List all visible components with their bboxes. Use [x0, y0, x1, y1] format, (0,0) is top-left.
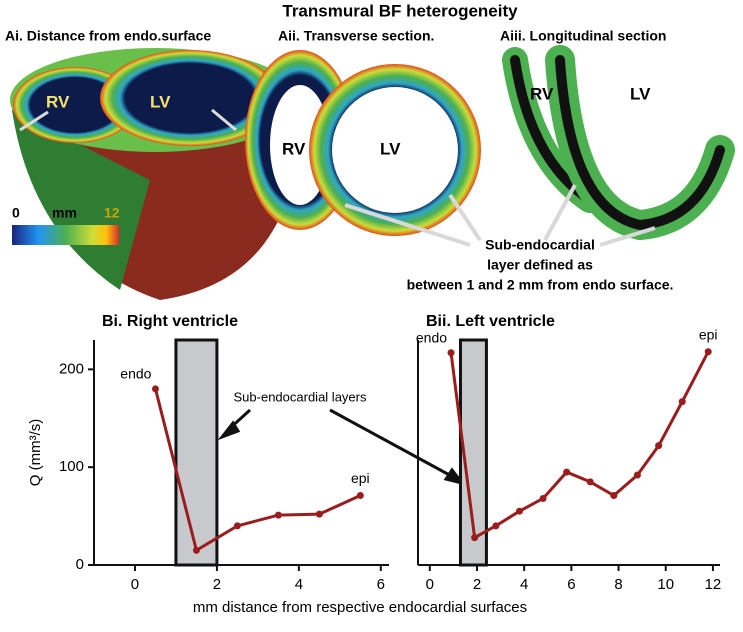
chart-title: Bi. Right ventricle [102, 313, 238, 330]
point [471, 534, 479, 542]
y-tick-label: 0 [76, 556, 84, 573]
shaded-region [174, 338, 219, 567]
point [563, 468, 571, 476]
x-tick-label: 4 [295, 576, 303, 593]
x-tick-label: 6 [567, 576, 575, 593]
panel-title: Aiii. Longitudinal section [500, 28, 666, 44]
heart-3d [10, 48, 300, 300]
point [633, 471, 641, 479]
callout: layer defined as [487, 257, 593, 273]
point [492, 522, 500, 530]
x-tick-label: 4 [520, 576, 528, 593]
figure-title: Transmural BF heterogeneity [282, 1, 518, 20]
point [655, 442, 663, 450]
y-axis-label: Q (mm³/s) [27, 419, 44, 486]
point [151, 385, 159, 393]
x-tick-label: 2 [473, 576, 481, 593]
panel-title: Ai. Distance from endo.surface [5, 28, 211, 44]
x-tick-label: 0 [131, 576, 139, 593]
point [515, 507, 523, 515]
point [447, 349, 455, 357]
region-label: RV [46, 92, 70, 111]
region-label: LV [150, 92, 171, 111]
point [356, 492, 364, 500]
callout: Sub-endocardial [485, 237, 595, 253]
point [192, 546, 200, 554]
colorbar-label: 0 [12, 205, 20, 221]
colorbar-label: mm [52, 205, 77, 221]
line [154, 388, 361, 553]
x-tick-label: 8 [614, 576, 622, 593]
point [539, 494, 547, 502]
point [315, 510, 323, 518]
callout-arrows [344, 184, 656, 247]
point-label: epi [351, 470, 370, 486]
x-tick-label: 6 [377, 576, 385, 593]
annotation-arrows [217, 408, 466, 486]
point [274, 511, 282, 519]
x-tick-label: 10 [657, 576, 674, 593]
y-tick-label: 200 [59, 360, 84, 377]
callout: between 1 and 2 mm from endo surface. [407, 277, 674, 293]
panel-title: Aii. Transverse section. [278, 28, 434, 44]
chart-title: Bii. Left ventricle [426, 313, 555, 330]
point [586, 478, 594, 486]
point-label: endo [416, 329, 447, 345]
line [449, 351, 710, 540]
transverse-section [245, 50, 481, 236]
x-tick-label: 12 [705, 576, 722, 593]
region-label: LV [380, 139, 401, 158]
point [233, 522, 241, 530]
colorbar-label: 12 [104, 205, 120, 221]
point [610, 492, 618, 500]
x-tick-label: 2 [213, 576, 221, 593]
y-tick-label: 100 [59, 458, 84, 475]
annotation: Sub-endocardial layers [234, 389, 367, 404]
point-label: epi [699, 326, 718, 342]
region-label: RV [530, 84, 554, 103]
region-label: RV [282, 139, 306, 158]
x-axis-label: mm distance from respective endocardial … [193, 599, 527, 616]
longitudinal-section [502, 45, 735, 241]
point [678, 398, 686, 406]
region-label: LV [630, 84, 651, 103]
colorbar [12, 225, 119, 245]
point [704, 348, 712, 356]
x-tick-label: 0 [426, 576, 434, 593]
point-label: endo [120, 366, 151, 382]
